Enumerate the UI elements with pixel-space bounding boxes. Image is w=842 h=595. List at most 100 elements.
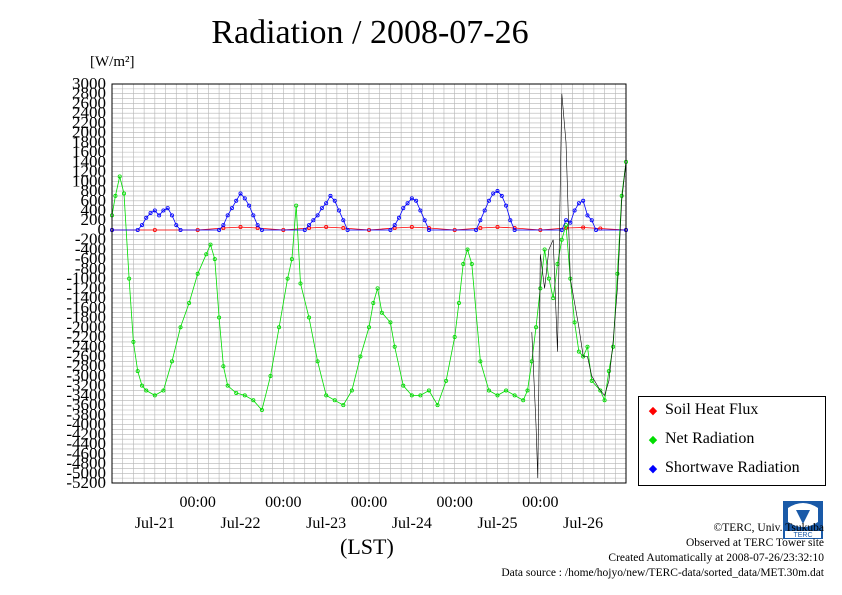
y-tick-label: -4400 bbox=[66, 434, 106, 453]
data-point-net-radiation bbox=[564, 223, 569, 228]
data-point-shortwave-radiation bbox=[559, 227, 564, 232]
x-tick-time-label: 00:00 bbox=[436, 494, 472, 511]
data-point-net-radiation bbox=[332, 398, 337, 403]
data-point-net-radiation bbox=[602, 398, 607, 403]
data-point-shortwave-radiation bbox=[259, 227, 264, 232]
data-point-net-radiation bbox=[576, 349, 581, 354]
data-point-net-radiation bbox=[478, 359, 483, 364]
series-line-series-3 bbox=[531, 93, 627, 479]
grid-lines bbox=[111, 83, 627, 484]
y-tick-label: -3000 bbox=[66, 366, 106, 385]
data-point-shortwave-radiation bbox=[401, 206, 406, 211]
y-tick-label: 2800 bbox=[72, 84, 106, 103]
data-point-net-radiation bbox=[456, 300, 461, 305]
y-tick-label: -1000 bbox=[66, 269, 106, 288]
data-point-shortwave-radiation bbox=[396, 215, 401, 220]
y-tick-label: 2400 bbox=[72, 103, 106, 122]
y-tick-label: 0 bbox=[98, 220, 107, 239]
terc-logo-icon: TERC bbox=[783, 501, 823, 539]
data-point-soil-heat-flux bbox=[152, 227, 157, 232]
x-tick-date-label: Jul-24 bbox=[392, 515, 432, 532]
observed-text: Observed at TERC Tower site bbox=[685, 537, 824, 549]
y-tick-label: -1400 bbox=[66, 288, 106, 307]
y-tick-label: 1400 bbox=[72, 152, 106, 171]
data-point-shortwave-radiation bbox=[422, 218, 427, 223]
data-point-shortwave-radiation bbox=[512, 227, 517, 232]
data-point-shortwave-radiation bbox=[157, 213, 162, 218]
data-point-shortwave-radiation bbox=[341, 218, 346, 223]
data-point-net-radiation bbox=[268, 373, 273, 378]
y-tick-label: -2400 bbox=[66, 337, 106, 356]
data-point-net-radiation bbox=[572, 320, 577, 325]
data-point-soil-heat-flux bbox=[324, 225, 329, 230]
data-point-net-radiation bbox=[504, 388, 509, 393]
data-point-net-radiation bbox=[349, 388, 354, 393]
y-tick-label: 1000 bbox=[72, 171, 106, 190]
legend: ◆ Soil Heat Flux ◆ Net Radiation ◆ Short… bbox=[638, 396, 826, 486]
y-tick-label: -4600 bbox=[66, 444, 106, 463]
legend-item-net-radiation: ◆ Net Radiation bbox=[645, 430, 755, 448]
data-point-net-radiation bbox=[366, 325, 371, 330]
data-point-shortwave-radiation bbox=[255, 223, 260, 228]
data-point-shortwave-radiation bbox=[311, 218, 316, 223]
y-tick-label: -4800 bbox=[66, 454, 106, 473]
data-point-net-radiation bbox=[465, 247, 470, 252]
y-tick-label: 600 bbox=[81, 191, 107, 210]
data-point-net-radiation bbox=[144, 388, 149, 393]
data-point-net-radiation bbox=[551, 296, 556, 301]
data-point-net-radiation bbox=[401, 383, 406, 388]
x-tick-date-label: Jul-25 bbox=[478, 515, 518, 532]
data-point-shortwave-radiation bbox=[217, 227, 222, 232]
data-point-net-radiation bbox=[486, 388, 491, 393]
data-point-shortwave-radiation bbox=[161, 208, 166, 213]
data-point-shortwave-radiation bbox=[418, 208, 423, 213]
y-tick-label: 400 bbox=[81, 201, 107, 220]
y-tick-label: 2000 bbox=[72, 123, 106, 142]
y-tick-label: -3600 bbox=[66, 395, 106, 414]
data-point-shortwave-radiation bbox=[499, 193, 504, 198]
data-point-net-radiation bbox=[611, 344, 616, 349]
x-tick-date-label: Jul-22 bbox=[221, 515, 261, 532]
data-point-shortwave-radiation bbox=[302, 227, 307, 232]
y-tick-label: -3400 bbox=[66, 385, 106, 404]
data-point-net-radiation bbox=[131, 339, 136, 344]
data-point-shortwave-radiation bbox=[328, 193, 333, 198]
data-point-shortwave-radiation bbox=[225, 213, 230, 218]
data-point-net-radiation bbox=[169, 359, 174, 364]
data-point-shortwave-radiation bbox=[392, 223, 397, 228]
y-tick-label: -2200 bbox=[66, 327, 106, 346]
y-tick-label: 3000 bbox=[72, 74, 106, 93]
y-tick-label: -1600 bbox=[66, 298, 106, 317]
y-tick-label: 2200 bbox=[72, 113, 106, 132]
data-point-shortwave-radiation bbox=[332, 198, 337, 203]
y-tick-label: 800 bbox=[81, 181, 107, 200]
data-point-net-radiation bbox=[277, 325, 282, 330]
y-axis-unit: [W/m²] bbox=[90, 54, 135, 70]
series-line-net-radiation bbox=[111, 161, 627, 411]
y-tick-label: 2600 bbox=[72, 93, 106, 112]
data-point-net-radiation bbox=[113, 193, 118, 198]
data-point-net-radiation bbox=[619, 193, 624, 198]
data-point-shortwave-radiation bbox=[405, 201, 410, 206]
data-point-net-radiation bbox=[435, 403, 440, 408]
data-point-shortwave-radiation bbox=[234, 198, 239, 203]
data-point-net-radiation bbox=[187, 300, 192, 305]
x-tick-time-label: 00:00 bbox=[522, 494, 558, 511]
data-point-net-radiation bbox=[139, 383, 144, 388]
data-point-net-radiation bbox=[315, 359, 320, 364]
y-tick-label: -1200 bbox=[66, 278, 106, 297]
data-point-net-radiation bbox=[324, 393, 329, 398]
data-point-net-radiation bbox=[242, 393, 247, 398]
data-point-shortwave-radiation bbox=[504, 203, 509, 208]
data-point-net-radiation bbox=[388, 320, 393, 325]
x-tick-time-label: 00:00 bbox=[351, 494, 387, 511]
data-point-shortwave-radiation bbox=[594, 227, 599, 232]
data-point-net-radiation bbox=[294, 203, 299, 208]
data-point-soil-heat-flux bbox=[238, 225, 243, 230]
data-point-net-radiation bbox=[418, 393, 423, 398]
data-point-shortwave-radiation bbox=[247, 203, 252, 208]
data-point-net-radiation bbox=[559, 237, 564, 242]
data-point-shortwave-radiation bbox=[135, 227, 140, 232]
data-point-shortwave-radiation bbox=[229, 206, 234, 211]
x-tick-date-label: Jul-21 bbox=[135, 515, 175, 532]
